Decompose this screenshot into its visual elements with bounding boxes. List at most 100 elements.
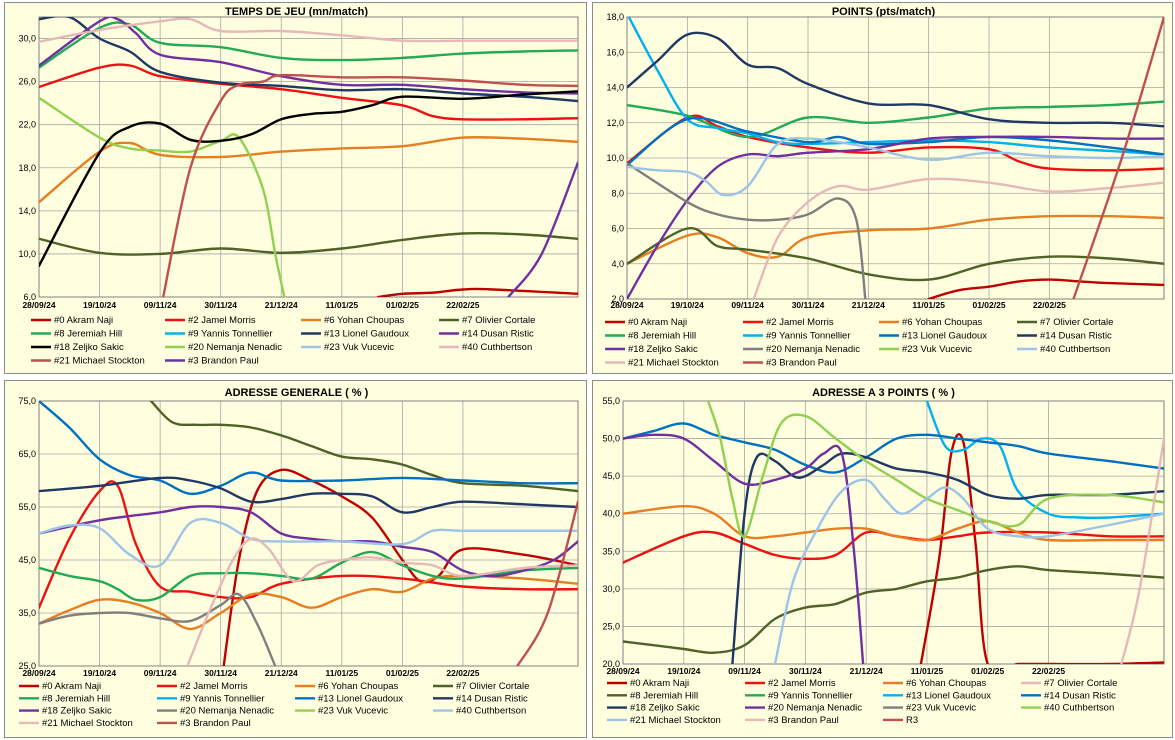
legend-label: #9 Yannis Tonnellier	[180, 693, 265, 704]
series-line	[623, 565, 1164, 654]
series-line	[627, 135, 1164, 299]
legend-label: #0 Akram Naji	[628, 317, 687, 328]
x-tick-label: 28/09/24	[22, 668, 55, 678]
x-tick-label: 11/01/25	[912, 300, 945, 310]
series-line	[39, 401, 578, 496]
y-tick-label: 6,0	[23, 292, 36, 302]
chart-adresse-generale: ADRESSE GENERALE ( % ) 25,0 35,0 45,0 55,0 65…	[18, 387, 579, 729]
chart-title: TEMPS DE JEU (mn/match)	[225, 6, 368, 18]
series-line	[186, 537, 578, 666]
y-tick-label: 35,0	[18, 608, 36, 618]
legend-label: #2 Jamel Morris	[188, 315, 256, 326]
legend-label: #13 Lionel Gaudoux	[906, 690, 991, 701]
y-tick-label: 18,0	[606, 12, 624, 22]
legend-label: #2 Jamel Morris	[180, 681, 248, 692]
x-tick-label: 28/09/24	[22, 300, 55, 310]
series-line	[627, 114, 1164, 172]
chart-adresse-3-points: ADRESSE A 3 POINTS ( % ) 20,0 25,0 30,0 35,0…	[602, 387, 1165, 726]
legend-label: #6 Yohan Choupas	[906, 678, 987, 689]
y-tick-label: 65,0	[18, 449, 36, 459]
chart-title: ADRESSE GENERALE ( % )	[225, 387, 369, 399]
series-line	[162, 73, 578, 297]
legend-label: #6 Yohan Choupas	[902, 317, 983, 328]
y-tick-label: 50,0	[602, 434, 620, 444]
y-tick-label: 75,0	[18, 396, 36, 406]
series-line	[39, 90, 578, 267]
legend-label: #23 Vuk Vucevic	[318, 706, 388, 717]
x-tick-label: 30/11/24	[204, 668, 237, 678]
x-tick-label: 22/02/25	[1032, 666, 1065, 676]
legend-label: #14 Dusan Ristic	[462, 329, 534, 340]
x-tick-label: 21/12/24	[265, 668, 298, 678]
legend-label: #14 Dusan Ristic	[1040, 331, 1112, 342]
series-line	[39, 480, 578, 609]
legend-label: #0 Akram Naji	[54, 315, 113, 326]
legend-label: #7 Olivier Cortale	[462, 315, 535, 326]
legend-label: #8 Jeremiah Hill	[630, 690, 698, 701]
plot-area	[626, 16, 1165, 300]
y-tick-label: 14,0	[606, 83, 624, 93]
x-tick-label: 21/12/24	[852, 300, 885, 310]
x-tick-label: 11/01/25	[325, 300, 358, 310]
legend-label: #40 Cuthbertson	[456, 706, 526, 717]
legend-label: #2 Jamel Morris	[766, 317, 834, 328]
y-tick-label: 26,0	[18, 77, 36, 87]
chart-panel-adresse-generale: ADRESSE GENERALE ( % ) 25,0 35,0 45,0 55,0 65…	[4, 380, 587, 738]
series-line	[927, 278, 1164, 299]
legend-label: #9 Yannis Tonnellier	[188, 329, 273, 340]
x-tick-label: 21/12/24	[850, 666, 883, 676]
legend-label: #14 Dusan Ristic	[456, 693, 528, 704]
x-tick-label: 30/11/24	[204, 300, 237, 310]
x-tick-label: 01/02/25	[386, 668, 419, 678]
chart-points: POINTS (pts/match) 2,0 4,0 6,0 8,0 10,0 12,0 14…	[605, 6, 1165, 369]
series-line	[623, 530, 1164, 564]
legend-label: #40 Cuthbertson	[1040, 344, 1110, 355]
legend-label: #9 Yannis Tonnellier	[768, 690, 853, 701]
x-tick-label: 09/11/24	[144, 668, 177, 678]
y-tick-label: 55,0	[18, 502, 36, 512]
y-tick-label: 22,0	[18, 120, 36, 130]
legend-label: #18 Zeljko Sakic	[42, 706, 112, 717]
legend-label: #20 Nemanja Nenadic	[768, 703, 862, 714]
series-line	[627, 116, 1164, 167]
legend-label: #23 Vuk Vucevic	[324, 342, 394, 353]
series-line	[149, 401, 578, 493]
chart-panel-points: POINTS (pts/match) 2,0 4,0 6,0 8,0 10,0 12,0 14…	[592, 2, 1173, 374]
legend-label: #20 Nemanja Nenadic	[180, 706, 274, 717]
series-line	[39, 135, 578, 204]
chart-title: ADRESSE A 3 POINTS ( % )	[812, 387, 955, 399]
series-group	[623, 401, 1164, 664]
legend-label: #3 Brandon Paul	[768, 715, 839, 726]
legend-label: #23 Vuk Vucevic	[902, 344, 972, 355]
x-tick-label: 01/02/25	[386, 300, 419, 310]
y-tick-label: 10,0	[18, 249, 36, 259]
legend-label: #0 Akram Naji	[42, 681, 101, 692]
legend-label: #7 Olivier Cortale	[1044, 678, 1117, 689]
chart-title: POINTS (pts/match)	[832, 6, 936, 18]
series-line	[39, 550, 578, 602]
x-tick-label: 22/02/25	[446, 300, 479, 310]
legend-label: #21 Michael Stockton	[42, 718, 133, 729]
series-line	[39, 96, 286, 297]
legend-label: #13 Lionel Gaudoux	[902, 331, 987, 342]
legend-label: #20 Nemanja Nenadic	[766, 344, 860, 355]
y-tick-label: 2,0	[611, 294, 624, 304]
x-tick-label: 01/02/25	[971, 666, 1004, 676]
legend-label: #18 Zeljko Sakic	[628, 344, 698, 355]
series-line	[773, 478, 1164, 664]
series-line	[731, 452, 1164, 664]
y-tick-label: 40,0	[602, 509, 620, 519]
y-tick-label: 20,0	[602, 659, 620, 669]
series-line	[623, 433, 865, 664]
x-tick-label: 09/11/24	[728, 666, 761, 676]
series-line	[516, 500, 578, 666]
series-line	[39, 21, 578, 69]
legend-label: #8 Jeremiah Hill	[42, 693, 110, 704]
chart-panel-temps-de-jeu: TEMPS DE JEU (mn/match) 6,0 10,0 14,0 18,0 22…	[4, 2, 587, 374]
legend-label: #6 Yohan Choupas	[324, 315, 405, 326]
series-line	[39, 476, 578, 514]
legend-label: #21 Michael Stockton	[628, 358, 719, 369]
legend-label: #40 Cuthbertson	[462, 342, 532, 353]
series-line	[1120, 437, 1164, 664]
series-line	[752, 177, 1164, 299]
